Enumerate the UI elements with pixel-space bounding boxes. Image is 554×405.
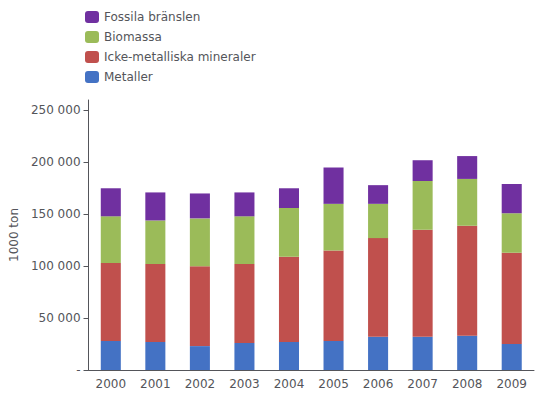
svg-text:200 000: 200 000: [31, 155, 81, 169]
svg-text:50 000: 50 000: [39, 311, 81, 325]
svg-text:Biomassa: Biomassa: [104, 30, 162, 44]
svg-text:150 000: 150 000: [31, 207, 81, 221]
svg-text:2006: 2006: [363, 377, 394, 391]
svg-text:2009: 2009: [496, 377, 527, 391]
svg-text:1000 ton: 1000 ton: [7, 208, 21, 262]
svg-text:2000: 2000: [96, 377, 127, 391]
svg-text:250 000: 250 000: [31, 103, 81, 117]
svg-text:100 000: 100 000: [31, 259, 81, 273]
svg-text:2005: 2005: [318, 377, 349, 391]
svg-text:Fossila bränslen: Fossila bränslen: [104, 10, 200, 24]
svg-text:Metaller: Metaller: [104, 70, 153, 84]
svg-text:2008: 2008: [452, 377, 483, 391]
svg-text:-: -: [76, 363, 80, 377]
svg-text:2001: 2001: [140, 377, 171, 391]
svg-text:2002: 2002: [185, 377, 216, 391]
svg-text:2007: 2007: [407, 377, 438, 391]
svg-text:Icke-metalliska mineraler: Icke-metalliska mineraler: [104, 50, 256, 64]
svg-text:2004: 2004: [274, 377, 305, 391]
svg-text:2003: 2003: [229, 377, 260, 391]
